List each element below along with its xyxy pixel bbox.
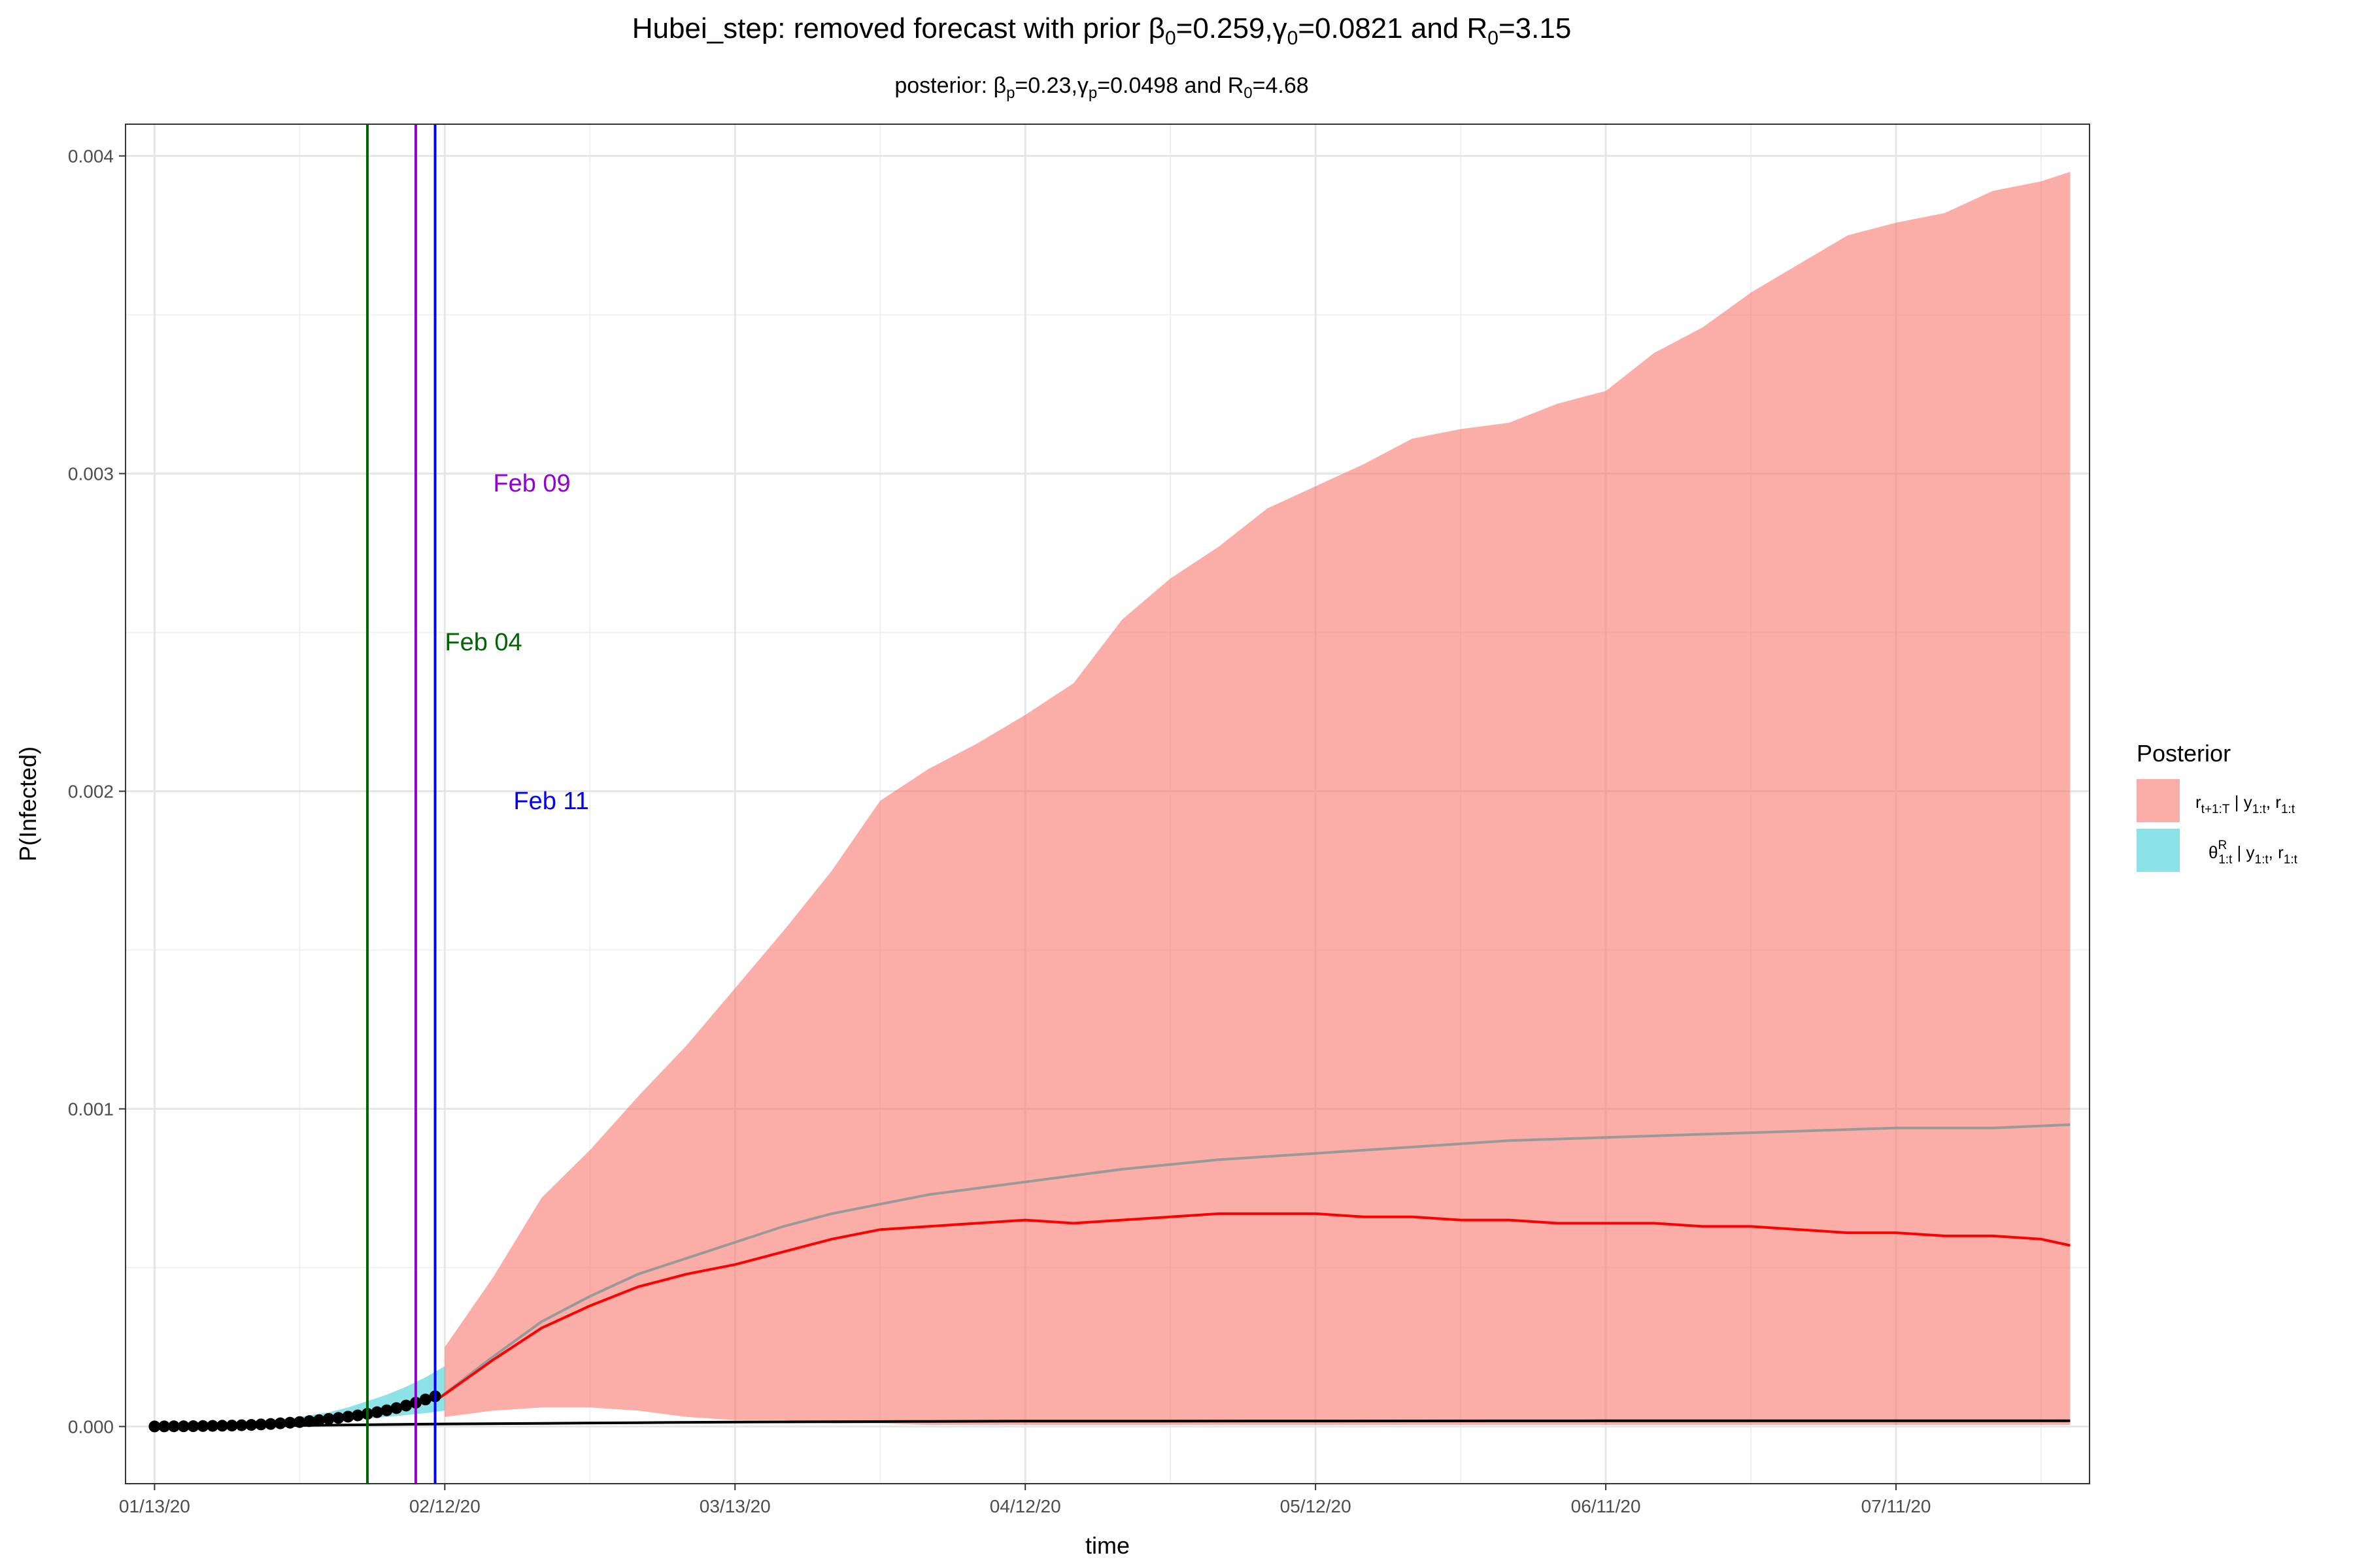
x-tick-label: 07/11/20 <box>1861 1496 1931 1516</box>
observed-point <box>303 1415 316 1427</box>
x-tick-label: 05/12/20 <box>1280 1496 1351 1516</box>
observed-point <box>371 1406 383 1418</box>
legend-key-theta <box>2137 829 2180 872</box>
x-tick-label: 04/12/20 <box>990 1496 1061 1516</box>
prior-mean-line <box>434 1123 2071 1403</box>
observed-point <box>381 1404 393 1416</box>
legend-title: Posterior <box>2137 740 2231 767</box>
vline-label-feb-09: Feb 09 <box>493 470 570 497</box>
observed-point <box>332 1412 345 1424</box>
posterior-mean-line <box>434 1212 2071 1403</box>
y-axis-title: P(Infected) <box>14 746 41 861</box>
y-tick-label: 0.004 <box>68 146 114 167</box>
x-tick-label: 02/12/20 <box>409 1496 481 1516</box>
observed-point <box>313 1414 325 1426</box>
plot-panel-border <box>125 124 2090 1484</box>
vertical-markers: Feb 04 Feb 09 Feb 11 <box>365 124 589 1484</box>
observed-point <box>216 1420 228 1432</box>
observed-point <box>419 1393 432 1406</box>
observed-point <box>294 1416 306 1428</box>
chart-subtitle: posterior: βp=0.23,γp=0.0498 and R0=4.68 <box>894 73 1308 102</box>
y-tick-label: 0.000 <box>68 1417 114 1437</box>
observed-point <box>274 1417 286 1429</box>
chart-title: Hubei_step: removed forecast with prior … <box>632 12 1572 49</box>
y-tick-label: 0.002 <box>68 782 114 802</box>
observed-point <box>235 1419 248 1431</box>
legend: Posterior rt+1:T | y1:t, r1:t θR 1:t | y1… <box>2137 740 2298 872</box>
observed-point <box>167 1420 180 1433</box>
data-layer <box>148 171 2071 1433</box>
legend-key-forecast <box>2137 779 2180 822</box>
x-tick-label: 01/13/20 <box>119 1496 190 1516</box>
legend-label-theta: θR 1:t | y1:t, r1:t <box>2209 839 2298 867</box>
y-tick-label: 0.003 <box>68 464 114 484</box>
axes: 0.000 0.001 0.002 0.003 0.004 01/13/20 02/12/2… <box>68 146 1931 1516</box>
observed-point <box>264 1418 277 1430</box>
vline-label-feb-04: Feb 04 <box>445 629 522 656</box>
observed-point <box>255 1418 267 1431</box>
observed-point <box>197 1420 209 1432</box>
observed-point <box>284 1416 296 1429</box>
observed-point <box>390 1402 403 1414</box>
observed-point <box>400 1399 413 1412</box>
observed-point <box>207 1420 219 1432</box>
observed-point <box>342 1410 354 1423</box>
x-tick-label: 06/11/20 <box>1571 1496 1641 1516</box>
observed-point <box>177 1420 190 1433</box>
legend-label-forecast: rt+1:T | y1:t, r1:t <box>2195 792 2295 816</box>
y-tick-label: 0.001 <box>68 1099 114 1120</box>
observed-point <box>322 1412 335 1425</box>
observed-point <box>187 1420 199 1433</box>
observed-point <box>148 1420 161 1433</box>
forecast-ribbon <box>445 171 2071 1426</box>
observed-point <box>352 1409 364 1422</box>
x-axis-title: time <box>1085 1532 1130 1559</box>
observed-point <box>245 1419 258 1431</box>
observed-point <box>226 1420 238 1432</box>
observed-point <box>158 1420 171 1433</box>
vline-label-feb-11: Feb 11 <box>513 788 588 815</box>
x-tick-label: 03/13/20 <box>700 1496 771 1516</box>
baseline-line <box>154 1419 2071 1428</box>
